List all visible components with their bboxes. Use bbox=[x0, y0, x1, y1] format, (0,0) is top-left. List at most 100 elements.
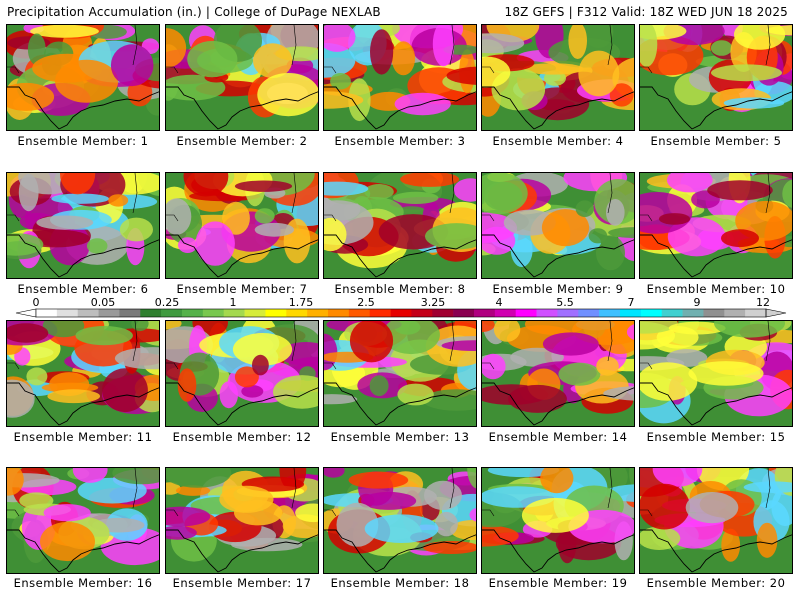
colorbar-swatch bbox=[745, 309, 767, 317]
precip-blob bbox=[640, 25, 658, 67]
precipitation-colorbar bbox=[15, 308, 787, 318]
precip-blob bbox=[30, 25, 99, 38]
precip-blob bbox=[7, 379, 35, 418]
ensemble-member-label: Ensemble Member: 12 bbox=[172, 430, 312, 444]
precip-blob bbox=[685, 492, 739, 524]
precip-blob bbox=[234, 180, 293, 192]
colorbar-swatch bbox=[453, 309, 475, 317]
ensemble-member-label: Ensemble Member: 11 bbox=[13, 430, 153, 444]
state-border bbox=[640, 25, 771, 74]
colorbar-swatch bbox=[411, 309, 433, 317]
precip-blob bbox=[640, 362, 698, 401]
precip-blob bbox=[166, 525, 197, 540]
ensemble-member-label: Ensemble Member: 20 bbox=[646, 576, 786, 590]
precip-blob bbox=[743, 481, 792, 493]
precip-blob bbox=[652, 468, 703, 487]
ensemble-member-map bbox=[481, 24, 635, 131]
coastline-border bbox=[324, 234, 476, 278]
precip-blob bbox=[542, 332, 599, 356]
precip-blob bbox=[253, 43, 293, 79]
precip-blob bbox=[493, 321, 521, 342]
coastline-border bbox=[482, 86, 634, 130]
coastline-border bbox=[324, 86, 476, 130]
precip-blob bbox=[254, 208, 275, 224]
coastline-border bbox=[640, 529, 792, 573]
precip-blob bbox=[392, 191, 439, 204]
ensemble-member-label: Ensemble Member: 18 bbox=[330, 576, 470, 590]
precip-map bbox=[324, 468, 476, 573]
ensemble-member-label: Ensemble Member: 5 bbox=[650, 134, 782, 148]
state-border bbox=[7, 173, 138, 222]
precip-blob bbox=[721, 229, 759, 248]
precip-blob bbox=[603, 386, 634, 401]
colorbar-swatch bbox=[724, 309, 746, 317]
ensemble-member-map bbox=[323, 467, 477, 574]
precip-blob bbox=[18, 173, 39, 212]
precip-blob bbox=[273, 375, 318, 409]
precip-blob bbox=[348, 471, 409, 489]
precip-blob bbox=[295, 503, 318, 523]
precip-blob bbox=[628, 468, 634, 489]
colorbar-tick-label: 4 bbox=[495, 296, 503, 309]
precip-blob bbox=[578, 50, 620, 97]
state-border bbox=[7, 321, 138, 370]
colorbar-swatch bbox=[98, 309, 120, 317]
precip-blob bbox=[219, 485, 274, 513]
precip-map bbox=[640, 173, 792, 278]
colorbar-tick-label: 5.5 bbox=[556, 296, 574, 309]
precip-blob bbox=[7, 468, 24, 496]
coastline-border bbox=[482, 382, 634, 426]
colorbar-swatch bbox=[140, 309, 162, 317]
precip-blob bbox=[469, 508, 476, 522]
precip-blob bbox=[43, 504, 91, 522]
precip-blob bbox=[734, 25, 786, 50]
precip-blob bbox=[72, 468, 108, 483]
precip-blob bbox=[183, 173, 229, 197]
precip-blob bbox=[609, 83, 634, 107]
precip-blob bbox=[252, 354, 269, 376]
precip-blob bbox=[187, 40, 238, 78]
colorbar-swatch bbox=[369, 309, 391, 317]
colorbar-swatch bbox=[182, 309, 204, 317]
ensemble-member-label: Ensemble Member: 19 bbox=[488, 576, 628, 590]
ensemble-member-map bbox=[481, 172, 635, 279]
precip-blob bbox=[666, 173, 713, 193]
ensemble-member-map bbox=[323, 320, 477, 427]
ensemble-member-label: Ensemble Member: 14 bbox=[488, 430, 628, 444]
ensemble-member-label: Ensemble Member: 6 bbox=[17, 282, 149, 296]
precip-blob bbox=[110, 44, 154, 87]
precip-blob bbox=[55, 59, 119, 103]
ensemble-member-map bbox=[639, 24, 793, 131]
valid-time: 18Z GEFS | F312 Valid: 18Z WED JUN 18 20… bbox=[504, 5, 788, 19]
ensemble-member-map bbox=[481, 320, 635, 427]
precip-blob bbox=[558, 362, 601, 386]
precip-blob bbox=[424, 480, 462, 510]
precip-map bbox=[7, 468, 159, 573]
coastline-border bbox=[7, 86, 159, 130]
state-border bbox=[640, 173, 771, 222]
precip-map bbox=[640, 25, 792, 130]
precip-blob bbox=[86, 238, 108, 254]
precip-map bbox=[324, 25, 476, 130]
colorbar-outline bbox=[35, 308, 767, 318]
ensemble-member-label: Ensemble Member: 17 bbox=[172, 576, 312, 590]
precip-blob bbox=[400, 173, 460, 187]
precip-map bbox=[166, 321, 318, 426]
precip-blob bbox=[575, 200, 594, 217]
ensemble-member-map bbox=[639, 172, 793, 279]
state-border bbox=[324, 321, 455, 370]
precip-blob bbox=[608, 227, 634, 239]
ensemble-member-map bbox=[6, 24, 160, 131]
state-border bbox=[482, 173, 613, 222]
precip-blob bbox=[369, 375, 389, 397]
precip-map bbox=[324, 321, 476, 426]
colorbar-swatch bbox=[223, 309, 245, 317]
precip-blob bbox=[523, 63, 584, 75]
precip-blob bbox=[397, 383, 434, 406]
precip-blob bbox=[47, 389, 100, 404]
precip-blob bbox=[27, 33, 46, 66]
precip-map bbox=[482, 173, 634, 278]
colorbar-tick-label: 1.75 bbox=[288, 296, 314, 309]
ensemble-member-label: Ensemble Member: 1 bbox=[17, 134, 149, 148]
ensemble-member-label: Ensemble Member: 2 bbox=[176, 134, 308, 148]
